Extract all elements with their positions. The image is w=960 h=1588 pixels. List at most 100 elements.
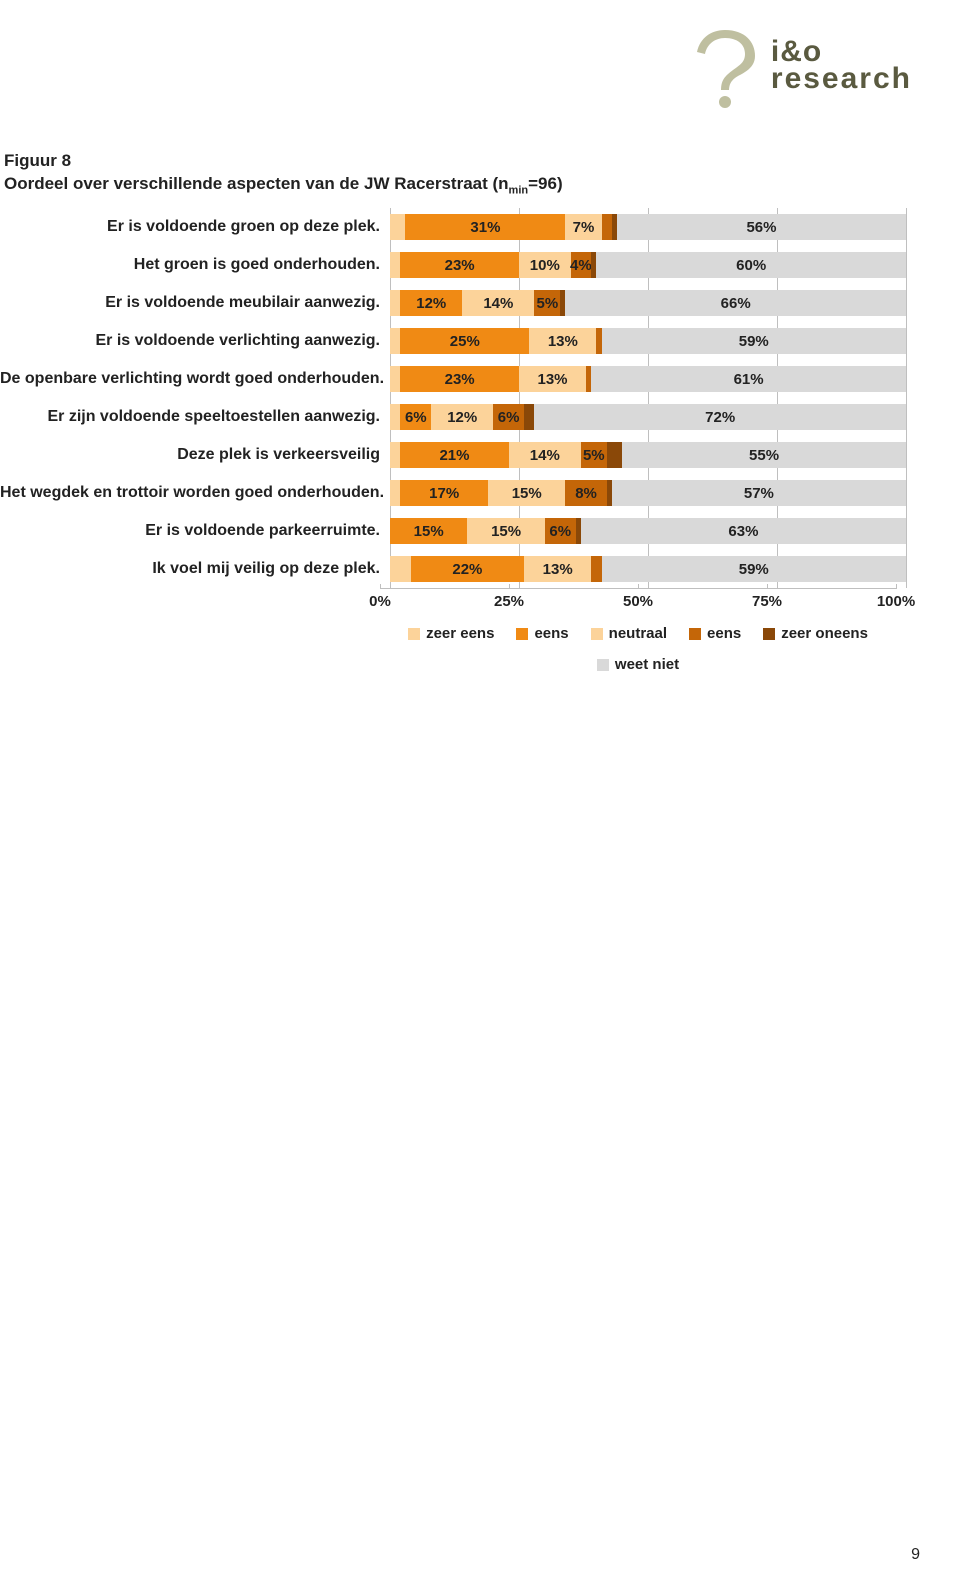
bar-segment-zeer_eens [390, 556, 411, 582]
bar-segment-zeer_oneens [524, 404, 534, 430]
bar-segment-value: 22% [452, 561, 482, 578]
bar-track: 31% 7% 56% [390, 214, 906, 240]
figure-title: Figuur 8 Oordeel over verschillende aspe… [4, 150, 960, 198]
bar-segment-zeer_oneens [607, 442, 622, 468]
bar-segment-neutraal: 12% [431, 404, 493, 430]
bar-segment-value: 8% [575, 485, 597, 502]
gridline [906, 208, 907, 246]
bar-segment-value: 23% [445, 257, 475, 274]
chart-row: Er zijn voldoende speeltoestellen aanwez… [0, 398, 920, 436]
bar-track: 15%15%6%63% [390, 518, 906, 544]
x-axis-tick [380, 584, 381, 589]
bar-segment-value: 66% [721, 295, 751, 312]
gridline [906, 512, 907, 550]
bar-segment-oneens [591, 556, 601, 582]
x-axis-tick [509, 584, 510, 589]
brand-line2: research [771, 65, 912, 92]
bar-segment-weet_niet: 72% [534, 404, 906, 430]
bar-segment-weet_niet: 66% [565, 290, 906, 316]
legend-item: zeer oneens [763, 625, 868, 642]
x-axis-tick [638, 584, 639, 589]
legend-swatch [597, 659, 609, 671]
bar-segment-zeer_eens [390, 404, 400, 430]
bar-track: 22% 13% 59% [390, 556, 906, 582]
x-axis-label: 100% [877, 593, 915, 610]
bar-segment-weet_niet: 57% [612, 480, 906, 506]
bar-segment-oneens: 6% [545, 518, 576, 544]
x-axis-label: 0% [369, 593, 391, 610]
gridline [906, 398, 907, 436]
stacked-bar: 12%14%5%66% [390, 290, 906, 316]
legend-item: zeer eens [408, 625, 494, 642]
bar-segment-value: 13% [538, 371, 568, 388]
bar-segment-value: 31% [470, 219, 500, 236]
bar-segment-zeer_eens [390, 328, 400, 354]
category-label: Deze plek is verkeersveilig [0, 446, 390, 464]
bar-segment-value: 15% [491, 523, 521, 540]
stacked-bar: 25%13%59% [390, 328, 906, 354]
bar-segment-value: 13% [543, 561, 573, 578]
stacked-bar: 21%14%5% 55% [390, 442, 906, 468]
bar-segment-weet_niet: 59% [602, 328, 906, 354]
bar-segment-eens: 22% [411, 556, 525, 582]
gridline [906, 436, 907, 474]
legend-item: eens [516, 625, 568, 642]
bar-segment-zeer_eens [390, 480, 400, 506]
figure: Figuur 8 Oordeel over verschillende aspe… [0, 150, 960, 673]
figure-caption-post: =96) [528, 174, 563, 193]
bar-segment-weet_niet: 59% [602, 556, 906, 582]
bar-segment-neutraal: 14% [462, 290, 534, 316]
category-label: Er zijn voldoende speeltoestellen aanwez… [0, 408, 390, 426]
chart-row: Het groen is goed onderhouden.23%10%4%60… [0, 246, 920, 284]
bar-segment-value: 15% [512, 485, 542, 502]
bar-track: 12%14%5%66% [390, 290, 906, 316]
bar-segment-weet_niet: 61% [591, 366, 906, 392]
chart: Er is voldoende groen op deze plek.31%7%… [0, 208, 920, 588]
chart-row: Er is voldoende meubilair aanwezig.12%14… [0, 284, 920, 322]
brand-line1: i&o [771, 38, 912, 65]
bar-segment-weet_niet: 60% [596, 252, 906, 278]
legend-label: weet niet [615, 656, 679, 673]
bar-segment-value: 6% [405, 409, 427, 426]
bar-segment-neutraal: 14% [509, 442, 581, 468]
bar-segment-value: 6% [498, 409, 520, 426]
bar-segment-value: 25% [450, 333, 480, 350]
gridline [906, 322, 907, 360]
bar-segment-eens: 17% [400, 480, 488, 506]
legend-swatch [516, 628, 528, 640]
legend-label: neutraal [609, 625, 667, 642]
legend-swatch [591, 628, 603, 640]
x-axis-label: 50% [623, 593, 653, 610]
bar-segment-zeer_eens [390, 290, 400, 316]
bar-segment-value: 6% [549, 523, 571, 540]
stacked-bar: 23%10%4%60% [390, 252, 906, 278]
bar-track: 23%10%4%60% [390, 252, 906, 278]
bar-segment-oneens: 5% [581, 442, 607, 468]
chart-row: Er is voldoende groen op deze plek.31%7%… [0, 208, 920, 246]
x-axis-label: 25% [494, 593, 524, 610]
bar-segment-value: 7% [573, 219, 595, 236]
bar-segment-weet_niet: 56% [617, 214, 906, 240]
bar-segment-zeer_eens [390, 442, 400, 468]
legend-swatch [689, 628, 701, 640]
legend-item: neutraal [591, 625, 667, 642]
bar-segment-neutraal: 15% [488, 480, 565, 506]
chart-row: De openbare verlichting wordt goed onder… [0, 360, 920, 398]
bar-segment-neutraal: 13% [519, 366, 586, 392]
bar-segment-eens: 21% [400, 442, 508, 468]
x-axis-tick [767, 584, 768, 589]
legend-item: eens [689, 625, 741, 642]
gridline [906, 474, 907, 512]
bar-segment-value: 63% [728, 523, 758, 540]
figure-caption-pre: Oordeel over verschillende aspecten van … [4, 174, 509, 193]
bar-segment-zeer_eens [390, 252, 400, 278]
figure-number: Figuur 8 [4, 151, 71, 170]
bar-segment-value: 55% [749, 447, 779, 464]
bar-segment-oneens: 6% [493, 404, 524, 430]
figure-caption-sub: min [509, 184, 529, 196]
bar-segment-value: 5% [583, 447, 605, 464]
category-label: Het groen is goed onderhouden. [0, 256, 390, 274]
page: i&o research Figuur 8 Oordeel over versc… [0, 0, 960, 1588]
bar-track: 6%12%6%72% [390, 404, 906, 430]
bar-segment-value: 17% [429, 485, 459, 502]
